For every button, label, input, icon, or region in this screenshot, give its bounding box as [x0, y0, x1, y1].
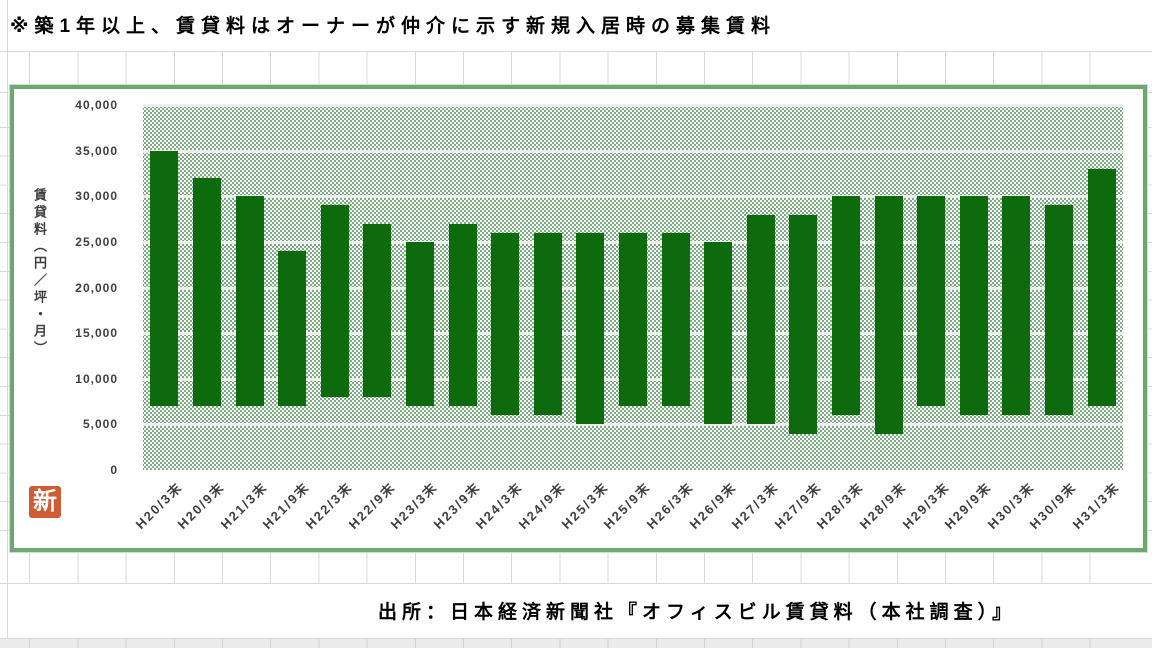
sheet-grid-left-sliver: [0, 85, 10, 552]
range-bar-H30/9末[interactable]: [1045, 205, 1074, 416]
range-bar-H21/3末[interactable]: [235, 196, 264, 407]
y-gridline: [143, 104, 1123, 107]
y-tick-label: 20,000: [75, 280, 118, 295]
range-bar-H24/3末[interactable]: [491, 232, 520, 416]
range-bar-H27/9末[interactable]: [789, 214, 818, 434]
y-tick-label: 10,000: [75, 371, 118, 386]
range-bar-H31/3末[interactable]: [1087, 168, 1116, 407]
y-gridline: [143, 149, 1123, 153]
y-tick-label: 40,000: [75, 98, 118, 112]
y-tick-label: 15,000: [75, 326, 118, 341]
range-bar-H23/9末[interactable]: [448, 223, 477, 407]
source-note: 出所：日本経済新聞社『オフィスビル賃貸料（本社調査）』: [378, 602, 1017, 623]
range-bar-H28/3末[interactable]: [832, 196, 861, 416]
range-bar-H28/9末[interactable]: [874, 196, 903, 434]
range-bar-H21/9末[interactable]: [278, 251, 307, 407]
y-gridline: [143, 423, 1123, 427]
range-bar-H20/9末[interactable]: [192, 178, 221, 407]
y-tick-label: 5,000: [82, 417, 118, 432]
range-bar-H22/3末[interactable]: [320, 205, 349, 397]
y-axis-title: 賃貸料（円／坪・月）: [32, 188, 47, 358]
y-tick-label: 30,000: [75, 189, 118, 204]
y-tick-label: 25,000: [75, 234, 118, 249]
new-stamp-icon[interactable]: 新: [29, 486, 61, 518]
range-bar-H25/3末[interactable]: [576, 232, 605, 425]
sheet-bottom-row-band: [0, 638, 1152, 648]
sheet-grid-row-below-chart: [0, 553, 1152, 584]
range-bar-H29/9末[interactable]: [959, 196, 988, 416]
range-bar-H23/3末[interactable]: [405, 241, 434, 407]
y-tick-label: 35,000: [75, 143, 118, 158]
y-gridline: [143, 195, 1123, 199]
range-bar-H24/9末[interactable]: [533, 232, 562, 416]
sheet-grid-top-row: [0, 51, 1152, 86]
range-bar-H27/3末[interactable]: [746, 214, 775, 425]
plot-area[interactable]: [143, 104, 1123, 470]
range-bar-H30/3末[interactable]: [1002, 196, 1031, 416]
range-bar-H29/3末[interactable]: [917, 196, 946, 407]
range-bar-H22/9末[interactable]: [363, 223, 392, 397]
range-bar-H25/9末[interactable]: [619, 232, 647, 407]
y-tick-label: 0: [110, 463, 118, 477]
range-bar-H26/9末[interactable]: [704, 241, 733, 425]
chart-note: ※築1年以上、賃貸料はオーナーが仲介に示す新規入居時の募集賃料: [10, 16, 777, 37]
range-bar-H20/3末[interactable]: [150, 150, 179, 407]
range-bar-H26/3末[interactable]: [661, 232, 690, 407]
sheet-grid-right-sliver: [1147, 85, 1152, 552]
